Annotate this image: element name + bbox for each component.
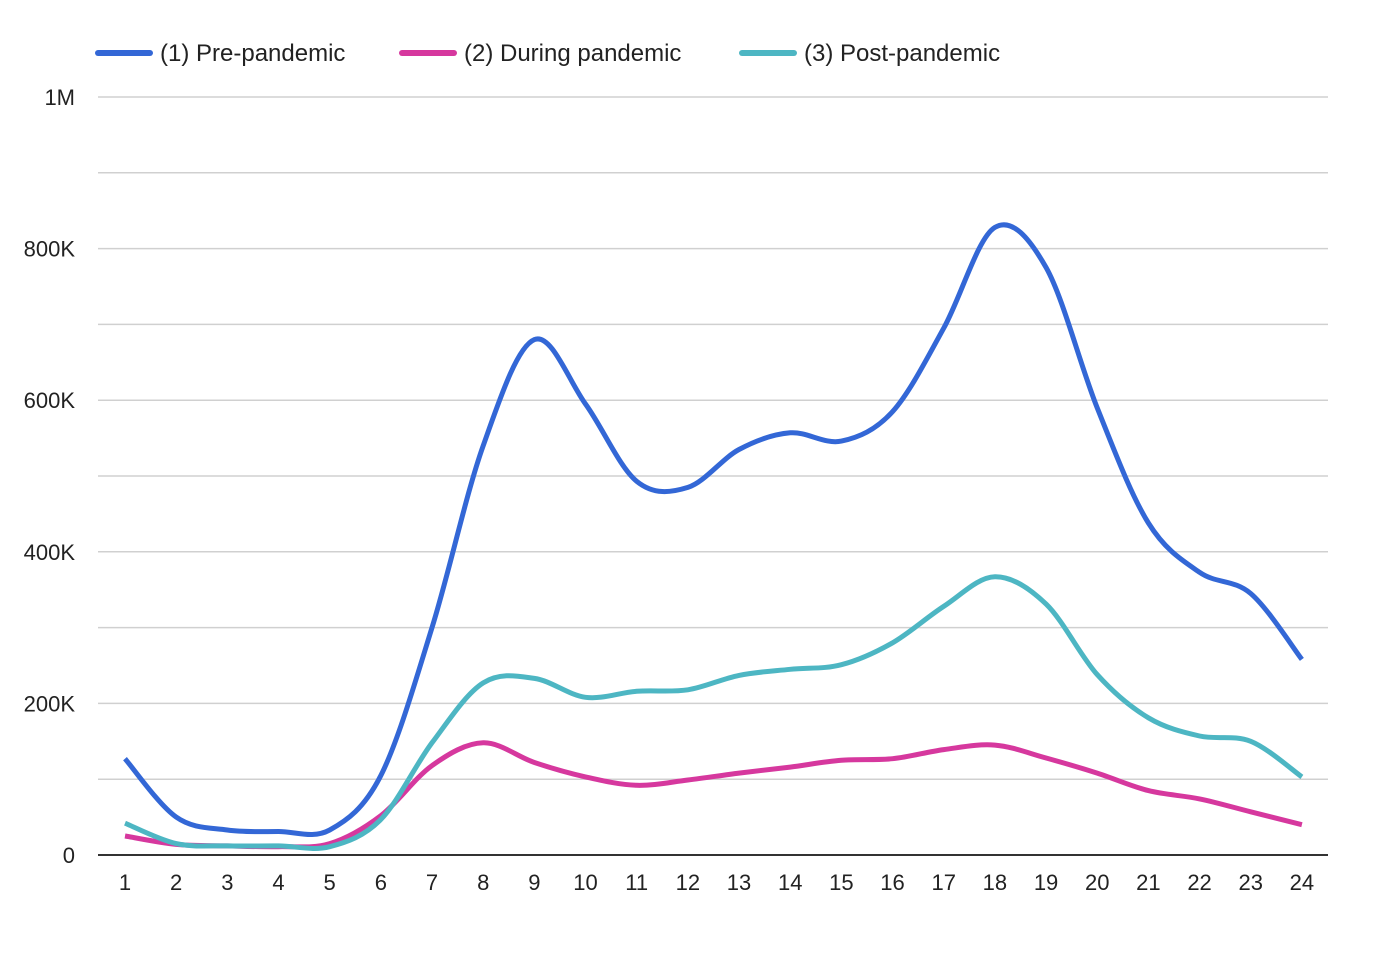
y-axis-tick-labels: 0 200K 400K 600K 800K 1M — [24, 85, 76, 868]
x-tick-label: 18 — [983, 870, 1007, 895]
legend-label-1: (1) Pre-pandemic — [160, 40, 345, 67]
x-tick-label: 15 — [829, 870, 853, 895]
x-tick-label: 13 — [727, 870, 751, 895]
x-tick-label: 23 — [1238, 870, 1262, 895]
x-tick-label: 17 — [931, 870, 955, 895]
y-tick-label: 0 — [63, 843, 75, 868]
y-tick-label: 600K — [24, 388, 76, 413]
chart-legend: (1) Pre-pandemic (2) During pandemic (3) P… — [95, 40, 1000, 67]
x-tick-label: 6 — [375, 870, 387, 895]
y-tick-label: 1M — [44, 85, 75, 110]
x-tick-label: 16 — [880, 870, 904, 895]
x-tick-label: 8 — [477, 870, 489, 895]
x-axis-tick-labels: 1 2 3 4 5 6 7 8 9 10 11 12 13 14 15 16 17 18 19 20 21 22 23 24 — [119, 870, 1314, 895]
y-tick-label: 200K — [24, 691, 76, 716]
x-tick-label: 5 — [324, 870, 336, 895]
x-tick-label: 7 — [426, 870, 438, 895]
x-tick-label: 2 — [170, 870, 182, 895]
series-line-3 — [124, 574, 1304, 851]
series-lines — [123, 222, 1304, 851]
y-tick-label: 400K — [24, 540, 76, 565]
x-tick-label: 19 — [1034, 870, 1058, 895]
x-tick-label: 9 — [528, 870, 540, 895]
legend-label-3: (3) Post-pandemic — [804, 40, 1000, 67]
x-tick-label: 3 — [221, 870, 233, 895]
x-tick-label: 11 — [625, 870, 648, 895]
gridlines — [98, 96, 1328, 856]
series-line-2 — [124, 740, 1303, 850]
x-tick-label: 24 — [1290, 870, 1314, 895]
x-tick-label: 12 — [676, 870, 700, 895]
x-tick-label: 1 — [119, 870, 131, 895]
y-tick-label: 800K — [24, 237, 76, 262]
series-line-1 — [123, 222, 1304, 838]
x-tick-label: 4 — [272, 870, 284, 895]
legend-label-2: (2) During pandemic — [464, 40, 681, 67]
x-tick-label: 22 — [1187, 870, 1211, 895]
x-tick-label: 10 — [573, 870, 597, 895]
x-tick-label: 20 — [1085, 870, 1109, 895]
x-tick-label: 21 — [1136, 870, 1160, 895]
x-tick-label: 14 — [778, 870, 802, 895]
